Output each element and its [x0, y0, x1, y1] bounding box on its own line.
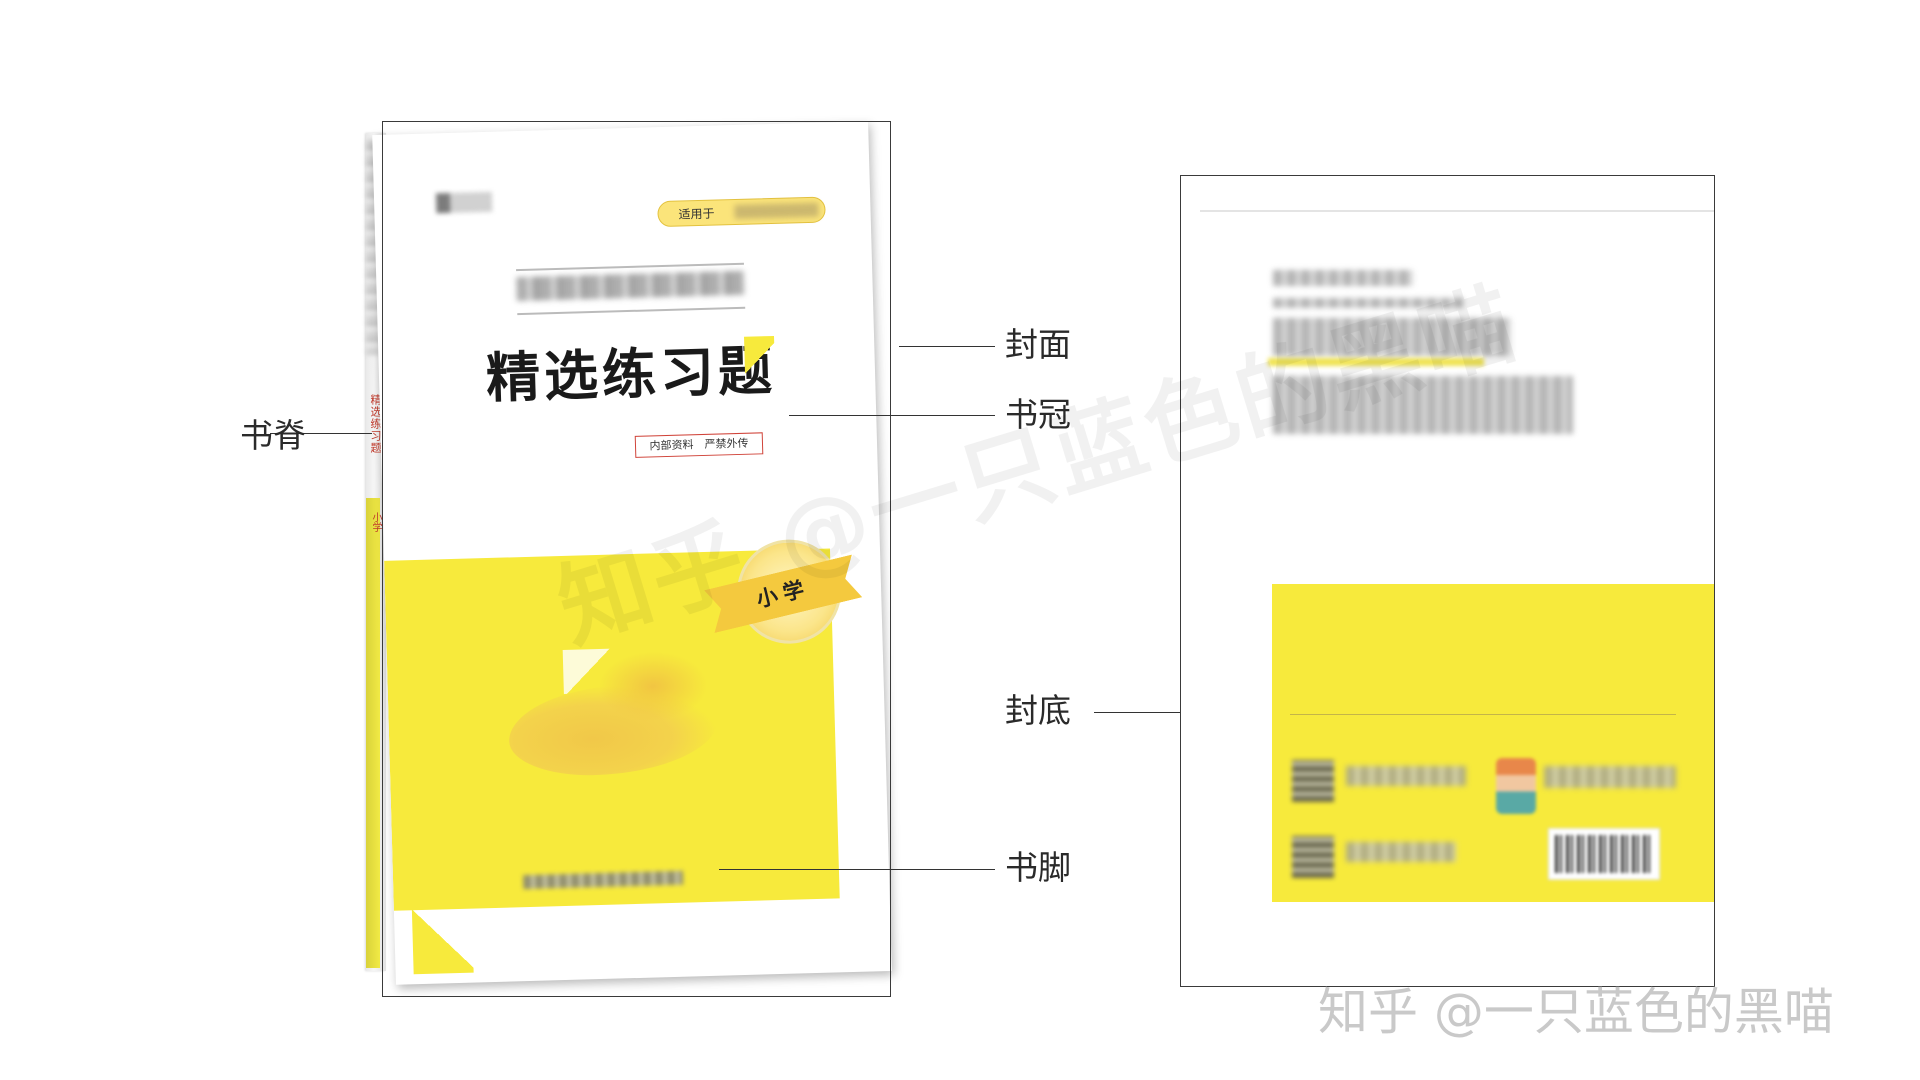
back-text-paragraph-blurred	[1273, 376, 1573, 434]
footer-leader-line	[719, 869, 995, 871]
spine-title: 精选练习题	[369, 394, 382, 454]
mascot-caption-blurred	[1544, 766, 1676, 788]
back-cover-leader-line	[1094, 712, 1180, 714]
label-footer: 书脚	[1005, 848, 1071, 887]
cover-leader-line	[899, 346, 995, 348]
crown-leader-line	[789, 415, 995, 417]
qr-code-icon-2	[1292, 836, 1334, 878]
spine-level: 小学	[370, 512, 381, 532]
mascot-avatar-icon	[1496, 758, 1536, 814]
qr-code-icon	[1292, 760, 1334, 802]
front-cover-frame	[382, 121, 891, 997]
back-text-line-blurred	[1273, 298, 1463, 308]
label-crown: 书冠	[1005, 395, 1071, 434]
back-top-rule	[1200, 210, 1715, 212]
back-cover-frame	[1180, 175, 1715, 987]
corner-watermark: 知乎 @一只蓝色的黑喵	[1318, 983, 1834, 1041]
back-text-highlight	[1268, 358, 1484, 366]
barcode-icon	[1548, 828, 1660, 880]
qr-caption-blurred	[1346, 766, 1466, 786]
label-cover: 封面	[1005, 325, 1071, 364]
back-yellow-divider	[1290, 714, 1676, 715]
spine-yellow-band	[366, 498, 380, 968]
back-text-block-blurred	[1273, 318, 1511, 356]
qr-caption-blurred-2	[1346, 842, 1456, 862]
label-back-cover: 封底	[1005, 691, 1071, 730]
spine-leader-line	[270, 433, 372, 435]
back-text-heading-blurred	[1273, 270, 1413, 286]
label-spine: 书脊	[240, 416, 306, 455]
